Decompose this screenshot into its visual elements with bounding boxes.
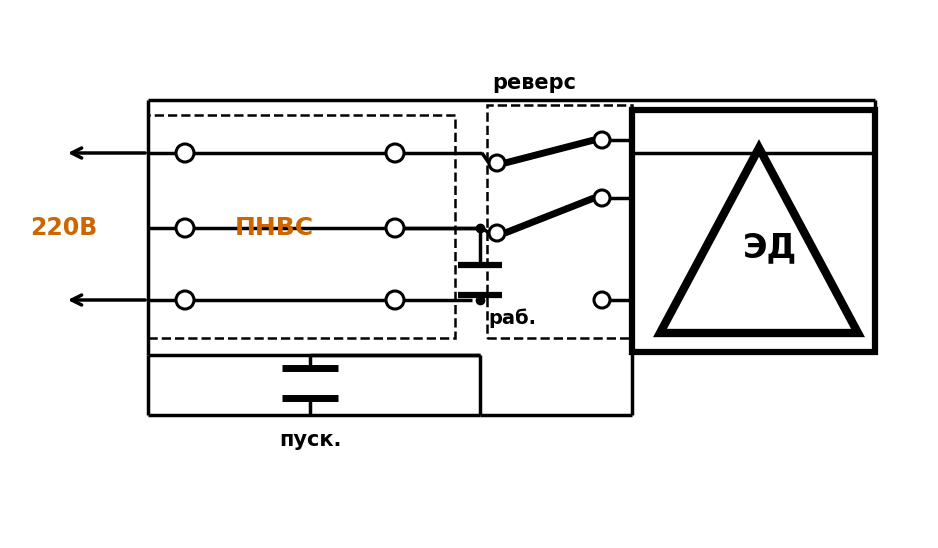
- Circle shape: [386, 291, 404, 309]
- Text: ПНВС: ПНВС: [235, 216, 314, 240]
- Text: раб.: раб.: [488, 308, 536, 328]
- Circle shape: [176, 144, 194, 162]
- Bar: [148, 115, 455, 338]
- Text: 220В: 220В: [30, 216, 98, 240]
- Bar: [487, 105, 632, 338]
- Circle shape: [489, 225, 505, 241]
- Circle shape: [594, 292, 610, 308]
- Circle shape: [489, 155, 505, 171]
- Circle shape: [594, 190, 610, 206]
- Text: ЭД: ЭД: [743, 231, 797, 265]
- Bar: [632, 110, 875, 352]
- Circle shape: [386, 144, 404, 162]
- Text: реверс: реверс: [492, 73, 576, 93]
- Circle shape: [176, 219, 194, 237]
- Circle shape: [594, 132, 610, 148]
- Circle shape: [386, 219, 404, 237]
- Text: пуск.: пуск.: [279, 430, 341, 450]
- Circle shape: [176, 291, 194, 309]
